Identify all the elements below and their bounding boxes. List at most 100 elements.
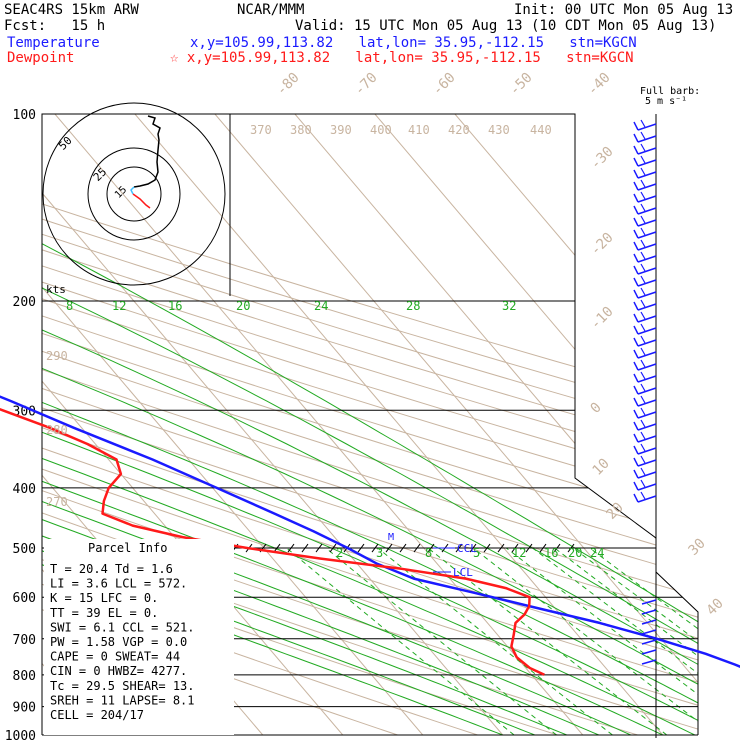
isotherm-label: -10 <box>588 304 617 333</box>
wind-barb <box>637 387 657 395</box>
parcel-info-row: LI = 3.6 LCL = 572. <box>50 577 187 591</box>
line-labels: -80 -70 -60 -50 -40 -30 -20 -10 0 10 20 30 40 370 380 3… <box>46 70 727 619</box>
wind-barb <box>641 609 657 615</box>
hodograph-label-25: 25 <box>91 165 110 184</box>
wind-barb <box>641 639 657 645</box>
mixing-ratio-line <box>506 547 698 735</box>
wind-barb <box>637 219 657 227</box>
mixing-ratio-line <box>427 547 668 735</box>
mixing-ratio-line <box>286 547 515 735</box>
wind-barb-flag <box>640 131 646 140</box>
wind-barb-flag <box>633 349 639 359</box>
wind-barb <box>637 279 657 287</box>
wind-barb <box>637 303 657 311</box>
wind-barb-flag <box>640 119 646 128</box>
parcel-info-row: SREH = 11 LAPSE= 8.1 <box>50 693 195 707</box>
isobar-hatch <box>483 543 491 553</box>
wind-barb <box>637 183 657 191</box>
wind-barb-flag <box>633 157 639 167</box>
init-time: Init: 00 UTC Mon 05 Aug 13 <box>514 2 734 18</box>
isotherm-label: -40 <box>585 70 614 99</box>
mixing-ratio-label: 28 <box>406 299 420 313</box>
dry-adiabat-line <box>42 114 698 735</box>
barb-legend-line1: Full barb: <box>640 86 700 97</box>
wind-barb <box>637 171 657 179</box>
mixing-ratio-label: 32 <box>502 299 516 313</box>
wind-barbs <box>633 119 657 665</box>
isobar-hatch <box>357 543 365 553</box>
mixing-ratio-label: 8 <box>425 546 432 560</box>
dry-adiabat-line <box>42 114 698 735</box>
sounding-profiles <box>0 395 740 676</box>
wind-barb <box>637 207 657 215</box>
mixing-ratio-label: 24 <box>314 299 328 313</box>
hodograph-ring-25 <box>87 147 181 241</box>
model-title: SEAC4RS 15km ARW <box>4 2 139 18</box>
wind-barb <box>641 649 657 655</box>
wind-barb-flag <box>640 299 646 308</box>
wind-barb-flag <box>633 397 639 407</box>
mixing-ratio-label: 24 <box>590 546 604 560</box>
wind-barb <box>641 659 657 665</box>
isotherm-label: 30 <box>686 536 709 559</box>
wind-barb-flag <box>633 361 639 371</box>
dry-adiabat-line <box>42 114 698 735</box>
theta-label: 390 <box>330 123 352 137</box>
wind-barb <box>637 483 657 491</box>
parcel-info-box: Parcel Info T = 20.4 Td = 1.6LI = 3.6 LC… <box>44 539 234 735</box>
wind-barb <box>637 375 657 383</box>
dry-adiabat-line <box>42 114 698 735</box>
dry-adiabat-line <box>42 114 698 735</box>
theta-label: 440 <box>530 123 552 137</box>
wind-barb <box>637 495 657 503</box>
ccl-label: CCL <box>457 542 477 555</box>
parcel-info-row: T = 20.4 Td = 1.6 <box>50 562 173 576</box>
wind-barb-flag <box>640 203 646 212</box>
moist-adiabat-line <box>42 222 696 735</box>
pressure-tick-label: 200 <box>13 295 36 310</box>
isotherm-label: -70 <box>352 70 381 99</box>
barb-legend-line2: 5 m s⁻¹ <box>645 96 687 107</box>
dewpoint-legend: Dewpoint <box>7 50 75 66</box>
wind-barb <box>637 447 657 455</box>
wind-barb-flag <box>633 253 639 263</box>
wind-barb-flag <box>640 419 646 428</box>
m-marker: M <box>388 532 394 543</box>
mixing-ratio-label: 16 <box>168 299 182 313</box>
parcel-info-row: K = 15 LFC = 0. <box>50 591 158 605</box>
mixing-ratio-line <box>377 547 613 735</box>
isotherm-line <box>54 114 584 735</box>
isotherm-line <box>294 114 698 735</box>
mixing-ratio-line <box>573 547 698 735</box>
wind-barb <box>637 363 657 371</box>
moist-adiabat-line <box>42 222 698 735</box>
wind-barb-flag <box>640 407 646 416</box>
dry-adiabat-line <box>42 114 698 735</box>
wind-barb-flag <box>640 167 646 176</box>
mixing-ratio-line <box>532 547 698 735</box>
isotherm-label: 20 <box>604 500 627 523</box>
pressure-tick-label: 100 <box>13 108 36 123</box>
wind-barb-flag <box>640 251 646 260</box>
mixing-ratio-label: 20 <box>236 299 250 313</box>
isotherm-line <box>42 114 424 735</box>
moist-adiabat-line <box>42 222 632 735</box>
wind-barb-flag <box>640 431 646 440</box>
wind-barb-flag <box>633 493 639 503</box>
pressure-tick-label: 900 <box>13 701 36 716</box>
wind-barb-flag <box>633 169 639 179</box>
mixing-ratio-line <box>472 547 698 735</box>
temperature-legend: Temperature <box>7 35 100 51</box>
dry-adiabat-line <box>42 114 698 735</box>
isobar-hatch <box>399 543 407 553</box>
dry-adiabat-line <box>42 114 478 735</box>
dry-adiabat-line <box>42 114 698 735</box>
theta-label: 430 <box>488 123 510 137</box>
wind-barb-flag <box>633 205 639 215</box>
wind-barb <box>637 159 657 167</box>
parcel-info-row: CIN = 0 HWBZ= 4277. <box>50 664 187 678</box>
parcel-info-row: PW = 1.58 VGP = 0.0 <box>50 635 187 649</box>
parcel-info-row: SWI = 6.1 CCL = 521. <box>50 620 195 634</box>
parcel-markers: CCL LCL M <box>388 532 477 579</box>
mixing-ratio-label: 2 <box>336 546 343 560</box>
